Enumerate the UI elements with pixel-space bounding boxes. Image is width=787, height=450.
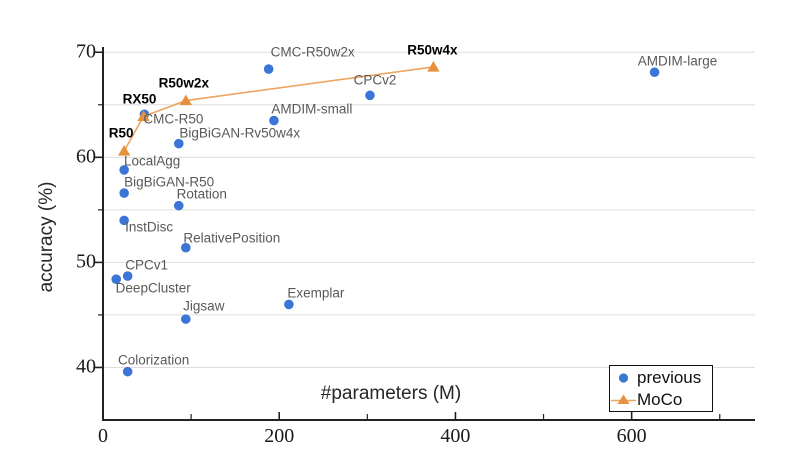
data-point-Exemplar [284, 299, 294, 310]
y-axis-label: accuracy (%) [36, 181, 57, 293]
point-label-DeepCluster: DeepCluster [115, 280, 191, 296]
point-label-Jigsaw: Jigsaw [183, 298, 225, 314]
data-point-BigBiGAN-R50 [119, 188, 129, 198]
x-tick-label-0: 0 [98, 425, 108, 447]
data-point-BigBiGAN-Rv50w4x [173, 138, 184, 149]
point-label-LocalAgg: LocalAgg [123, 153, 181, 169]
point-label-R50w2x: R50w2x [158, 75, 209, 91]
y-tick-label-40: 40 [76, 355, 96, 378]
moco-line [123, 66, 434, 152]
point-label-Exemplar: Exemplar [287, 285, 345, 301]
data-point-RelativePosition [181, 242, 191, 253]
point-label-RX50: RX50 [122, 91, 157, 107]
point-label-R50: R50 [108, 125, 134, 141]
point-label-CPCv2: CPCv2 [353, 72, 397, 88]
data-point-InstDisc [119, 215, 129, 226]
x-tick-label-400: 400 [440, 425, 471, 447]
data-point-R50 [117, 145, 131, 156]
data-point-R50w2x [179, 94, 193, 106]
data-point-R50w4x [427, 60, 440, 72]
legend-row-previous: previous [610, 367, 712, 388]
x-tick-label-600: 600 [616, 425, 647, 447]
point-label-CPCv1: CPCv1 [125, 257, 169, 273]
data-point-Rotation [173, 200, 184, 211]
legend-label-moco: MoCo [637, 390, 683, 409]
legend: previous MoCo [609, 365, 713, 412]
point-label-Rotation: Rotation [176, 186, 227, 202]
x-axis-label: #parameters (M) [320, 383, 462, 404]
legend-label-previous: previous [637, 368, 702, 387]
data-point-CPCv1 [122, 271, 133, 281]
data-point-AMDIM-small [269, 115, 279, 126]
data-point-RX50 [137, 110, 150, 121]
moco-triangle-line-icon [610, 393, 637, 407]
data-point-Colorization [122, 366, 133, 377]
point-label-BigBiGAN-R50: BigBiGAN-R50 [124, 174, 215, 190]
point-label-AMDIM-large: AMDIM-large [637, 53, 718, 69]
point-label-R50w4x: R50w4x [407, 42, 458, 58]
x-tick-label-200: 200 [264, 425, 295, 447]
point-label-RelativePosition: RelativePosition [183, 230, 281, 246]
y-tick-label-50: 50 [76, 250, 96, 273]
point-label-AMDIM-small: AMDIM-small [271, 101, 353, 117]
data-point-CPCv2 [365, 90, 375, 101]
data-point-Jigsaw [181, 314, 191, 324]
data-point-DeepCluster [111, 274, 122, 285]
point-label-InstDisc: InstDisc [125, 219, 174, 235]
data-point-LocalAgg [119, 165, 129, 175]
previous-dot-icon [610, 371, 637, 385]
point-label-BigBiGAN-Rv50w4x: BigBiGAN-Rv50w4x [179, 125, 301, 141]
point-label-Colorization: Colorization [118, 352, 190, 368]
data-point-CMC-R50w2x [263, 64, 274, 74]
point-label-CMC-R50w2x: CMC-R50w2x [270, 44, 355, 60]
legend-row-moco: MoCo [610, 389, 712, 410]
y-tick-label-60: 60 [76, 145, 96, 168]
point-label-CMC-R50: CMC-R50 [143, 111, 204, 127]
data-point-AMDIM-large [649, 67, 660, 78]
y-tick-label-70: 70 [76, 40, 96, 63]
